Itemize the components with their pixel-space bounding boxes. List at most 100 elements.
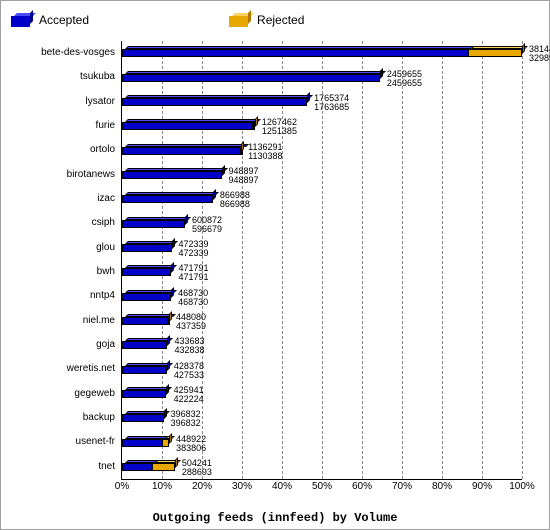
gridline bbox=[482, 41, 483, 479]
bar-accepted-side bbox=[172, 238, 175, 249]
bar-accepted-front bbox=[122, 49, 468, 57]
y-axis-label: birotanews bbox=[67, 163, 115, 187]
y-axis-label: tsukuba bbox=[80, 65, 115, 89]
bar-accepted-side bbox=[307, 92, 310, 103]
value-label: 448080437359 bbox=[176, 313, 206, 331]
bar-accepted-front bbox=[122, 463, 152, 471]
bar-rejected-side bbox=[255, 116, 258, 127]
y-axis-label: lysator bbox=[86, 90, 115, 114]
bar-accepted-front bbox=[122, 439, 162, 447]
value-bot: 427533 bbox=[174, 371, 204, 380]
legend-label: Rejected bbox=[257, 13, 304, 27]
y-axis-label: tnet bbox=[98, 455, 115, 479]
x-tick-label: 90% bbox=[467, 481, 497, 492]
bar-rejected-side bbox=[169, 311, 172, 322]
bar-accepted-front bbox=[122, 220, 185, 228]
bar-accepted-side bbox=[380, 68, 383, 79]
value-bot: 288693 bbox=[182, 468, 212, 477]
value-bot: 471791 bbox=[178, 273, 208, 282]
x-tick-label: 10% bbox=[147, 481, 177, 492]
bar-accepted-front bbox=[122, 390, 166, 398]
bar-accepted-front bbox=[122, 122, 253, 130]
x-tick-label: 60% bbox=[347, 481, 377, 492]
value-bot: 1251385 bbox=[262, 127, 297, 136]
y-axis-label: bwh bbox=[97, 260, 115, 284]
bar-accepted-front bbox=[122, 147, 241, 155]
gridline bbox=[242, 41, 243, 479]
y-axis-label: usenet-fr bbox=[76, 430, 115, 454]
gridline bbox=[362, 41, 363, 479]
value-label: 11362911130388 bbox=[248, 143, 282, 161]
bar-rejected-front bbox=[152, 463, 175, 471]
bar-accepted-side bbox=[171, 287, 174, 298]
x-tick-label: 30% bbox=[227, 481, 257, 492]
bar-accepted-side bbox=[213, 189, 216, 200]
value-bot: 948897 bbox=[229, 176, 259, 185]
value-label: 38144023298906 bbox=[529, 45, 550, 63]
bar-accepted-front bbox=[122, 195, 213, 203]
value-label: 428378427533 bbox=[174, 362, 204, 380]
value-bot: 1130388 bbox=[248, 152, 282, 161]
y-axis-label: bete-des-vosges bbox=[41, 41, 115, 65]
bar-accepted-front bbox=[122, 414, 164, 422]
bar-accepted-front bbox=[122, 171, 222, 179]
gridline bbox=[282, 41, 283, 479]
x-tick-label: 0% bbox=[107, 481, 137, 492]
value-bot: 472339 bbox=[179, 249, 209, 258]
value-label: 24596552459655 bbox=[387, 70, 422, 88]
gridline bbox=[402, 41, 403, 479]
legend-label: Accepted bbox=[39, 13, 89, 27]
bar-rejected-side bbox=[522, 43, 525, 54]
gridline bbox=[202, 41, 203, 479]
y-axis-label: niel.me bbox=[83, 309, 115, 333]
value-label: 600872596679 bbox=[192, 216, 222, 234]
value-bot: 383806 bbox=[176, 444, 206, 453]
bar-accepted-front bbox=[122, 268, 171, 276]
y-axis-label: backup bbox=[83, 406, 115, 430]
legend: Accepted Rejected bbox=[11, 7, 539, 33]
value-bot: 1763685 bbox=[314, 103, 349, 112]
bar-accepted-side bbox=[166, 384, 169, 395]
gridline bbox=[522, 41, 523, 479]
value-label: 12674621251385 bbox=[262, 118, 297, 136]
x-tick-label: 100% bbox=[507, 481, 537, 492]
y-axis-label: furie bbox=[96, 114, 115, 138]
x-tick-label: 40% bbox=[267, 481, 297, 492]
y-axis-label: csiph bbox=[92, 211, 115, 235]
bar-accepted-front bbox=[122, 341, 167, 349]
value-bot: 422224 bbox=[174, 395, 204, 404]
bar-accepted-front bbox=[122, 98, 307, 106]
y-axis-label: glou bbox=[96, 236, 115, 260]
y-axis-label: nntp4 bbox=[90, 284, 115, 308]
x-tick-label: 70% bbox=[387, 481, 417, 492]
value-bot: 3298906 bbox=[529, 54, 550, 63]
plot-area: 0%10%20%30%40%50%60%70%80%90%100% 381440… bbox=[121, 41, 522, 480]
value-label: 448922383806 bbox=[176, 435, 206, 453]
legend-swatch-rejected bbox=[229, 13, 251, 27]
bar-accepted-side bbox=[185, 214, 188, 225]
bar-accepted-front bbox=[122, 74, 380, 82]
bar-accepted-front bbox=[122, 317, 168, 325]
value-bot: 432838 bbox=[174, 346, 204, 355]
value-label: 472339472339 bbox=[179, 240, 209, 258]
value-label: 396832396832 bbox=[171, 410, 201, 428]
bar-accepted-side bbox=[167, 335, 170, 346]
bar-accepted-side bbox=[167, 360, 170, 371]
x-tick-label: 50% bbox=[307, 481, 337, 492]
value-label: 425941422224 bbox=[174, 386, 204, 404]
value-label: 866988866988 bbox=[220, 191, 250, 209]
bar-rejected-front bbox=[468, 49, 522, 57]
bar-rejected-side bbox=[175, 457, 178, 468]
y-axis-label: weretis.net bbox=[67, 357, 115, 381]
bar-rejected-side bbox=[241, 141, 244, 152]
y-axis-label: gegeweb bbox=[74, 382, 115, 406]
value-label: 17653741763685 bbox=[314, 94, 349, 112]
gridline bbox=[442, 41, 443, 479]
bar-accepted-side bbox=[164, 408, 167, 419]
bar-accepted-front bbox=[122, 244, 172, 252]
value-label: 468730468730 bbox=[178, 289, 208, 307]
bar-rejected-side bbox=[169, 433, 172, 444]
value-bot: 396832 bbox=[171, 419, 201, 428]
x-tick-label: 80% bbox=[427, 481, 457, 492]
legend-swatch-accepted bbox=[11, 13, 33, 27]
